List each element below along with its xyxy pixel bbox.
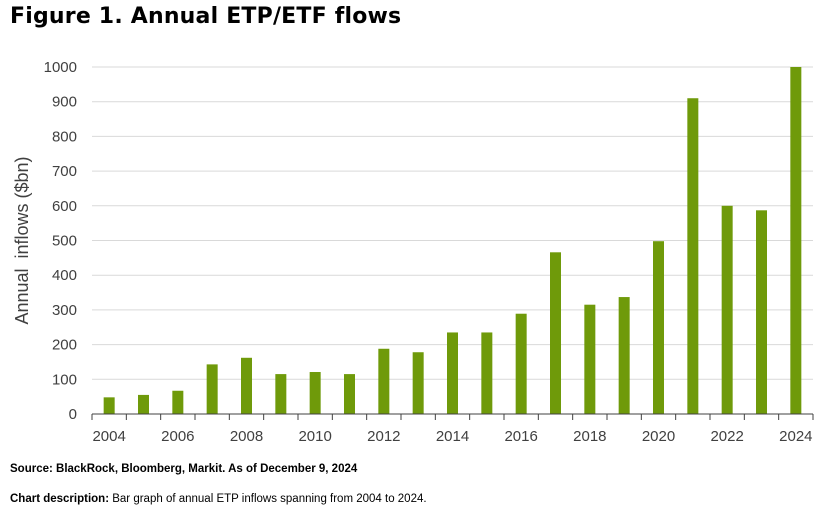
bar-2012 <box>378 348 390 414</box>
bar-2021 <box>687 98 699 414</box>
bar-2016 <box>515 313 527 414</box>
source-note: Source: BlackRock, Bloomberg, Markit. As… <box>10 463 358 475</box>
y-axis-title: Annual inflows ($bn) <box>12 156 32 324</box>
bar-2010 <box>309 372 321 414</box>
bar-2004 <box>103 397 115 414</box>
y-tick-labels: 0 100 200 300 400 500 600 700 800 900 1000 <box>44 59 77 423</box>
x-tick-label: 2008 <box>230 428 263 445</box>
bar-2014 <box>447 332 458 414</box>
bar-2011 <box>344 374 355 414</box>
x-tick-label: 2006 <box>161 428 194 445</box>
y-tick-label: 700 <box>52 163 77 180</box>
bar-2024 <box>790 67 802 414</box>
x-tick-label: 2016 <box>504 428 537 445</box>
bars <box>103 67 802 414</box>
chart-description: Chart description: Bar graph of annual E… <box>10 493 427 505</box>
y-tick-label: 900 <box>52 94 77 111</box>
x-tick-label: 2022 <box>710 428 743 445</box>
bar-2018 <box>584 304 596 414</box>
bar-2019 <box>618 297 630 414</box>
bar-2008 <box>241 357 252 414</box>
bar-2017 <box>550 252 561 414</box>
y-tick-label: 400 <box>52 267 77 284</box>
x-tick-label: 2020 <box>642 428 675 445</box>
y-tick-label: 200 <box>52 337 77 354</box>
x-tick-labels: 2004 2006 2008 2010 2012 2014 2016 2018 2020 2022… <box>92 428 812 445</box>
bar-2013 <box>412 352 424 414</box>
bar-2020 <box>653 241 664 414</box>
chart-description-label: Chart description: <box>10 493 110 505</box>
y-tick-label: 0 <box>69 406 77 423</box>
y-tick-label: 800 <box>52 128 77 145</box>
x-tick-label: 2024 <box>779 428 812 445</box>
x-tick-label: 2014 <box>436 428 469 445</box>
bar-2007 <box>206 364 218 414</box>
x-tick-label: 2018 <box>573 428 606 445</box>
y-tick-label: 1000 <box>44 59 77 76</box>
x-tick-label: 2004 <box>92 428 125 445</box>
axes <box>91 413 814 420</box>
bar-2005 <box>138 394 149 414</box>
x-tick-label: 2012 <box>367 428 400 445</box>
bar-2006 <box>172 390 184 414</box>
chart-description-text: Bar graph of annual ETP inflows spanning… <box>109 493 427 505</box>
y-tick-label: 500 <box>52 233 77 250</box>
bar-2023 <box>756 210 767 414</box>
bar-2022 <box>721 205 733 414</box>
x-tick-label: 2010 <box>298 428 331 445</box>
y-tick-label: 100 <box>52 371 77 388</box>
bar-2009 <box>275 374 287 414</box>
bar-2015 <box>481 332 493 414</box>
figure-title: Figure 1. Annual ETP/ETF flows <box>10 4 402 29</box>
y-tick-label: 600 <box>52 198 77 215</box>
y-tick-label: 300 <box>52 302 77 319</box>
